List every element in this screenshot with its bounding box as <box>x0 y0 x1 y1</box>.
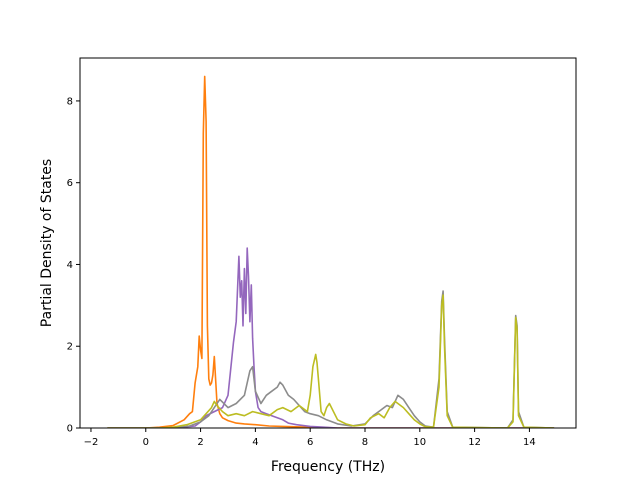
x-tick-label: 8 <box>362 437 368 448</box>
x-tick-label: 4 <box>252 437 258 448</box>
x-tick-label: 6 <box>307 437 313 448</box>
x-tick-label: −2 <box>84 437 99 448</box>
y-tick-label: 2 <box>67 342 73 353</box>
x-tick-label: 0 <box>143 437 149 448</box>
y-axis-label: Partial Density of States <box>39 159 55 327</box>
series-line-1 <box>107 75 555 428</box>
y-tick-label: 8 <box>67 96 73 107</box>
series-layer <box>107 75 555 428</box>
y-tick-label: 6 <box>67 178 73 189</box>
x-tick-label: 10 <box>413 437 426 448</box>
series-line-4 <box>107 294 555 428</box>
y-axis-ticks: 0 2 4 6 8 <box>67 96 80 435</box>
x-axis-label: Frequency (THz) <box>271 459 385 475</box>
y-tick-label: 4 <box>67 260 73 271</box>
plot-frame <box>79 57 577 429</box>
y-tick-label: 0 <box>67 424 73 435</box>
x-axis-ticks: −2 0 2 4 6 8 10 12 14 <box>84 428 536 448</box>
plot-area <box>80 58 576 428</box>
x-tick-label: 14 <box>523 437 536 448</box>
x-tick-label: 2 <box>197 437 203 448</box>
x-tick-label: 12 <box>468 437 481 448</box>
